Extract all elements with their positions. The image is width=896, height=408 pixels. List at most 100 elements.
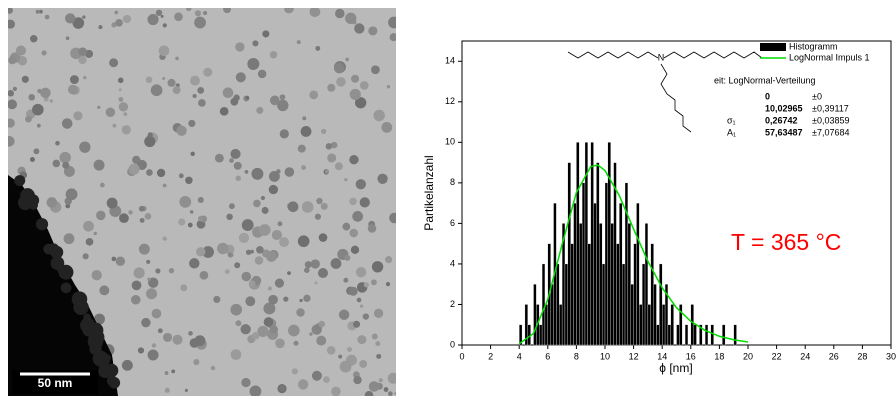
particle <box>96 210 106 221</box>
histogram-bar <box>601 263 606 346</box>
particle <box>249 385 262 396</box>
edge-particle <box>71 291 88 307</box>
particle <box>91 270 102 281</box>
particle <box>219 106 229 116</box>
particle <box>331 386 341 396</box>
particle <box>93 313 105 325</box>
particle <box>172 86 181 94</box>
particle <box>320 202 328 210</box>
particle <box>35 9 40 14</box>
fit-param-name: A₁ <box>727 127 736 137</box>
particle <box>304 267 310 273</box>
particle <box>65 13 76 24</box>
particle <box>359 197 370 208</box>
edge-particle <box>58 264 74 280</box>
x-tick-label: 24 <box>800 351 810 361</box>
particle <box>301 165 307 171</box>
particle <box>83 75 87 80</box>
particle <box>122 14 132 24</box>
particle <box>144 212 152 220</box>
particle <box>147 349 159 361</box>
particle <box>210 365 216 371</box>
particle <box>155 268 161 274</box>
edge-particle <box>50 245 64 259</box>
particle <box>344 254 351 261</box>
particle <box>147 13 159 26</box>
histogram-bar <box>699 324 703 346</box>
particle <box>65 188 78 201</box>
scale-bar-label: 50 nm <box>38 376 73 390</box>
particle <box>376 353 382 359</box>
particle <box>316 335 327 346</box>
particle <box>180 284 188 292</box>
particle <box>30 34 38 43</box>
particle <box>150 84 163 97</box>
histogram-bar <box>684 324 689 346</box>
particle <box>168 267 175 274</box>
particle <box>228 203 235 210</box>
particle <box>342 222 351 231</box>
particle <box>375 341 381 347</box>
particle <box>65 36 70 41</box>
particle <box>336 77 346 87</box>
particle <box>192 93 197 99</box>
histogram-bar <box>633 243 637 346</box>
particle <box>32 103 44 116</box>
histogram-bar <box>596 162 600 346</box>
particle <box>230 349 242 360</box>
histogram-bar <box>541 263 546 346</box>
particle <box>118 88 122 92</box>
tem-image <box>8 8 396 396</box>
particle <box>347 346 352 352</box>
y-tick-label: 4 <box>450 258 455 268</box>
particle <box>189 338 200 348</box>
particle <box>269 95 280 106</box>
legend-label: Histogramm <box>789 41 838 51</box>
particle <box>389 33 396 42</box>
particle <box>348 286 358 296</box>
particle <box>287 271 291 275</box>
edge-particle <box>83 313 91 322</box>
particle <box>229 158 234 163</box>
particle <box>309 90 319 100</box>
particle <box>245 95 250 100</box>
particle <box>353 320 361 328</box>
histogram-bar <box>587 243 591 346</box>
particle <box>128 210 133 215</box>
particle <box>41 50 47 56</box>
fit-curve <box>518 164 749 345</box>
particle <box>85 238 94 246</box>
particle <box>349 88 361 101</box>
particle <box>370 279 377 286</box>
fit-param-value: 57,63487 <box>765 127 803 137</box>
particle <box>230 148 241 159</box>
particle <box>241 377 251 388</box>
particle <box>257 69 267 79</box>
fit-param-value: 0,26742 <box>765 115 798 125</box>
particle <box>252 332 260 340</box>
particle <box>69 75 79 85</box>
particle <box>197 196 204 204</box>
histogram-bar <box>559 304 563 346</box>
particle <box>277 99 289 112</box>
particle <box>112 123 117 128</box>
particle <box>196 247 206 257</box>
particle <box>121 359 133 371</box>
particle <box>263 317 274 327</box>
x-tick-label: 4 <box>517 351 522 361</box>
particle <box>111 256 117 262</box>
particle <box>368 381 380 392</box>
particle <box>163 332 173 342</box>
particle <box>174 12 183 22</box>
particle <box>327 153 337 163</box>
particle <box>222 87 234 99</box>
particle <box>245 296 256 307</box>
particle <box>241 219 254 231</box>
particle <box>106 197 118 209</box>
particle <box>266 251 277 262</box>
particle <box>304 261 312 269</box>
particle <box>335 8 345 19</box>
particle <box>327 83 336 92</box>
particle <box>46 197 58 208</box>
particle <box>276 169 281 174</box>
